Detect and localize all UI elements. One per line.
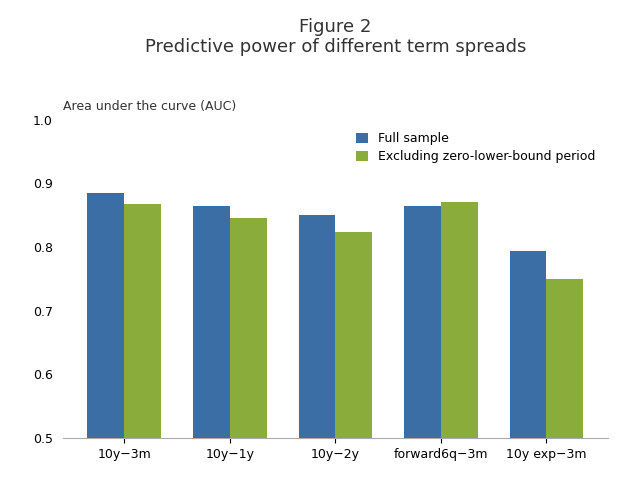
Bar (230, 218, 267, 498)
Bar (510, 251, 547, 498)
Bar (193, 206, 230, 498)
Bar (547, 279, 583, 498)
Legend: Full sample, Excluding zero-lower-bound period: Full sample, Excluding zero-lower-bound … (350, 126, 602, 169)
Bar (124, 204, 161, 498)
Bar (404, 206, 441, 498)
Title: Figure 2
Predictive power of different term spreads: Figure 2 Predictive power of different t… (145, 17, 526, 56)
Text: Area under the curve (AUC): Area under the curve (AUC) (63, 100, 236, 113)
Bar (441, 202, 478, 498)
Bar (335, 233, 372, 498)
Bar (298, 215, 335, 498)
Bar (88, 193, 124, 498)
